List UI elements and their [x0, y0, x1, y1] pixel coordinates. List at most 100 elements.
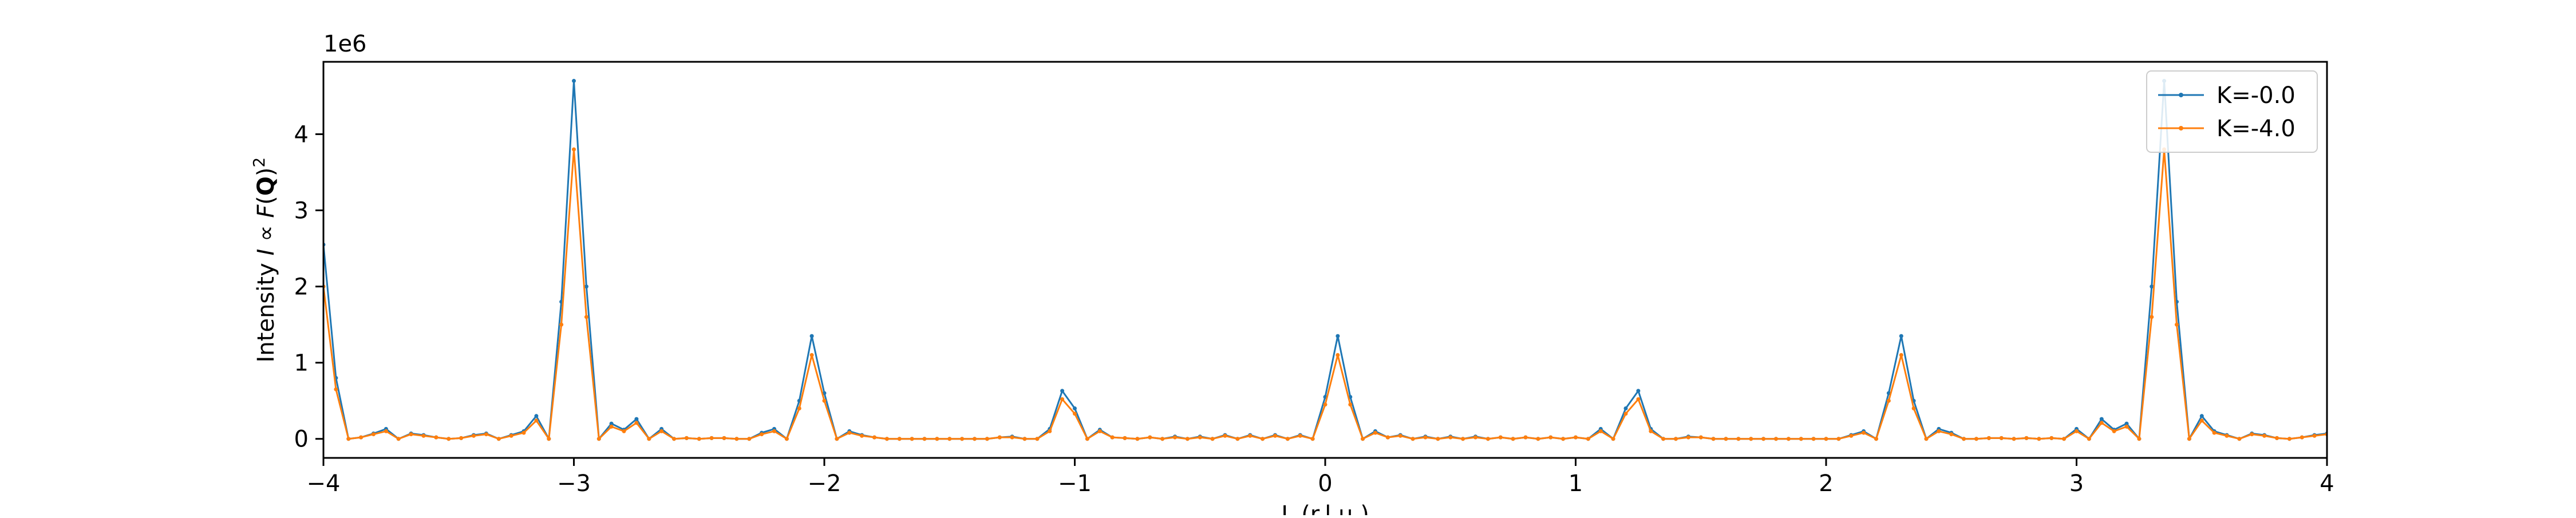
data-point	[2337, 437, 2341, 441]
data-point	[1874, 437, 1878, 441]
data-point	[1986, 436, 1991, 440]
y-label-f: F	[253, 204, 279, 218]
data-point	[1361, 437, 1365, 441]
data-point	[1097, 429, 1102, 433]
data-point	[559, 322, 564, 327]
data-point	[1298, 433, 1302, 438]
data-point	[1523, 435, 1528, 440]
data-point	[647, 437, 651, 441]
data-point	[872, 435, 876, 440]
x-tick-label: −2	[808, 470, 841, 497]
data-point	[1761, 437, 1766, 441]
data-point	[1423, 435, 1428, 440]
data-point	[1636, 397, 1641, 401]
legend-label: K=-4.0	[2217, 116, 2296, 142]
data-point	[1198, 435, 1202, 440]
data-point	[684, 436, 689, 440]
data-point	[572, 78, 576, 83]
data-point	[1085, 437, 1089, 441]
data-point	[2350, 427, 2354, 431]
data-point	[1786, 437, 1791, 441]
data-point	[997, 435, 1002, 440]
data-point	[1248, 433, 1253, 438]
data-point	[572, 147, 576, 152]
y-label-close: )	[253, 167, 279, 176]
data-point	[1836, 437, 1841, 441]
data-point	[1473, 435, 1477, 440]
data-point	[334, 387, 338, 392]
data-point	[1611, 437, 1615, 441]
data-point	[1698, 435, 1703, 440]
data-point	[1060, 389, 1065, 393]
data-point	[1899, 353, 1903, 357]
data-point	[2099, 417, 2104, 421]
data-point	[1937, 429, 1941, 433]
data-point	[534, 414, 539, 418]
data-point	[847, 430, 852, 435]
data-point	[1661, 437, 1666, 441]
series-line	[323, 148, 2327, 440]
data-point	[1811, 437, 1816, 441]
data-point	[822, 398, 827, 403]
data-point	[434, 435, 438, 440]
data-point	[1949, 432, 1954, 437]
data-point	[2400, 376, 2404, 380]
legend-marker	[2179, 93, 2183, 97]
data-point	[2037, 437, 2041, 441]
data-point	[1235, 437, 1240, 441]
x-tick-label: −4	[307, 470, 341, 497]
data-point	[910, 437, 914, 441]
data-point	[772, 429, 776, 433]
data-point	[884, 437, 889, 441]
data-point	[1749, 437, 1753, 441]
data-point	[384, 429, 388, 433]
data-point	[2124, 424, 2129, 429]
y-tick-label: 0	[294, 426, 309, 453]
data-point	[1548, 435, 1553, 440]
series-layer	[323, 78, 2417, 441]
data-point	[747, 437, 752, 441]
data-point	[973, 437, 977, 441]
data-point	[421, 433, 426, 438]
data-point	[897, 437, 902, 441]
data-point	[1649, 429, 1653, 433]
data-point	[1148, 435, 1152, 440]
data-point	[1123, 436, 1127, 440]
data-point	[672, 437, 676, 441]
data-point	[985, 437, 989, 441]
y-label-q: Q	[253, 176, 279, 196]
data-point	[2112, 429, 2116, 433]
legend-box	[2146, 70, 2318, 153]
data-point	[1461, 437, 1465, 441]
series-0	[323, 78, 2404, 441]
legend: K=-0.0 K=-4.0	[2146, 70, 2318, 153]
data-point	[2388, 437, 2392, 441]
data-point	[609, 424, 614, 429]
data-point	[2099, 421, 2104, 425]
x-tick-label: 1	[1568, 470, 1583, 497]
data-point	[835, 437, 839, 441]
data-point	[697, 437, 701, 441]
data-point	[472, 433, 476, 438]
y-axis-label: Intensity I ∝ F(Q)2	[250, 157, 280, 363]
data-point	[1060, 397, 1065, 401]
data-point	[1185, 437, 1190, 441]
data-point	[2150, 284, 2154, 289]
data-point	[1974, 437, 1978, 441]
data-point	[1711, 437, 1716, 441]
data-point	[659, 429, 664, 433]
data-point	[2150, 315, 2154, 319]
data-point	[634, 417, 639, 421]
data-point	[609, 421, 614, 426]
data-point	[1385, 435, 1390, 440]
data-point	[2275, 436, 2279, 440]
data-point	[2413, 284, 2417, 288]
data-point	[2388, 437, 2392, 441]
data-point	[1586, 437, 1590, 441]
data-point	[584, 284, 588, 289]
data-point	[1485, 437, 1490, 441]
data-point	[935, 437, 939, 441]
data-point	[2175, 322, 2179, 327]
data-point	[2212, 430, 2217, 435]
